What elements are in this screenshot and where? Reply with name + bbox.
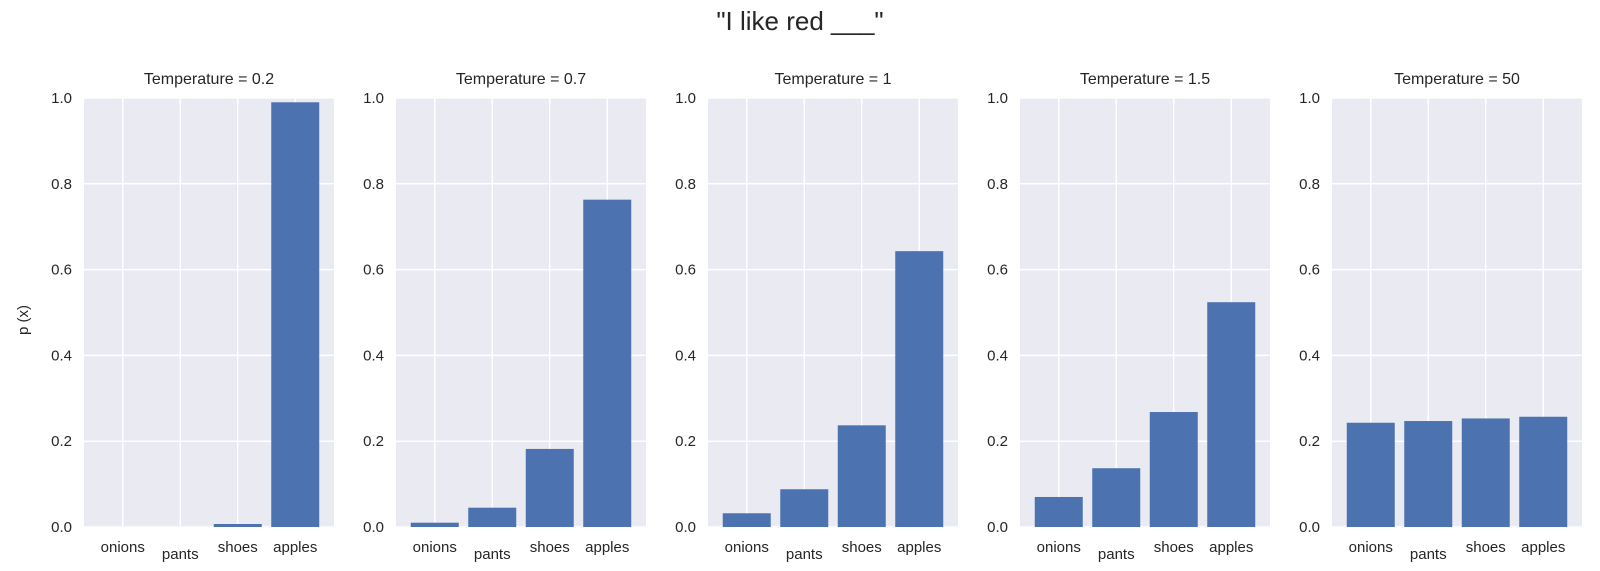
bar-onions bbox=[722, 513, 771, 527]
x-tick-label: onions bbox=[725, 539, 769, 556]
bar-shoes bbox=[525, 448, 574, 527]
x-tick-label: onions bbox=[101, 539, 145, 556]
y-tick-label: 0.8 bbox=[987, 176, 1008, 193]
x-tick-label: shoes bbox=[218, 539, 258, 556]
panel-title: Temperature = 0.2 bbox=[144, 71, 274, 88]
panel-title: Temperature = 1 bbox=[775, 71, 892, 88]
y-tick-label: 0.6 bbox=[363, 262, 384, 279]
bar-shoes bbox=[1149, 412, 1198, 527]
y-tick-label: 0.4 bbox=[363, 347, 384, 364]
y-tick-label: 0.8 bbox=[51, 176, 72, 193]
bar-onions bbox=[1034, 496, 1083, 527]
y-tick-label: 0.4 bbox=[51, 347, 72, 364]
bar-onions bbox=[1346, 422, 1395, 527]
y-tick-label: 0.0 bbox=[51, 519, 72, 536]
x-tick-label: shoes bbox=[530, 539, 570, 556]
y-tick-label: 0.2 bbox=[363, 433, 384, 450]
bar-shoes bbox=[837, 425, 886, 527]
x-tick-label: pants bbox=[474, 546, 511, 563]
y-tick-label: 0.6 bbox=[51, 262, 72, 279]
figure-title: "I like red ___" bbox=[716, 6, 884, 36]
x-tick-label: shoes bbox=[1466, 539, 1506, 556]
bar-apples bbox=[271, 102, 320, 527]
y-tick-label: 0.0 bbox=[363, 519, 384, 536]
bar-onions bbox=[410, 522, 459, 527]
bar-shoes bbox=[1461, 418, 1510, 527]
x-tick-label: apples bbox=[273, 539, 317, 556]
y-tick-label: 0.4 bbox=[987, 347, 1008, 364]
x-tick-label: apples bbox=[897, 539, 941, 556]
y-tick-label: 0.0 bbox=[987, 519, 1008, 536]
y-tick-label: 1.0 bbox=[51, 90, 72, 107]
y-tick-label: 0.8 bbox=[1299, 176, 1320, 193]
x-tick-label: apples bbox=[1209, 539, 1253, 556]
bar-apples bbox=[1207, 302, 1256, 527]
y-tick-label: 0.0 bbox=[675, 519, 696, 536]
chart-panel: 0.0 0.2 0.4 0.6 0.8 1.0 onions pants shoes apples… bbox=[987, 71, 1270, 563]
x-tick-label: shoes bbox=[842, 539, 882, 556]
x-tick-label: shoes bbox=[1154, 539, 1194, 556]
x-tick-label: pants bbox=[1098, 546, 1135, 563]
y-tick-label: 1.0 bbox=[675, 90, 696, 107]
y-tick-label: 0.2 bbox=[675, 433, 696, 450]
x-tick-label: pants bbox=[162, 546, 199, 563]
y-tick-label: 1.0 bbox=[987, 90, 1008, 107]
chart-panel: 0.0 0.2 0.4 0.6 0.8 1.0 onions pants shoes apples… bbox=[1299, 71, 1582, 563]
bar-shoes bbox=[213, 523, 262, 527]
panel-title: Temperature = 1.5 bbox=[1080, 71, 1210, 88]
y-tick-label: 0.0 bbox=[1299, 519, 1320, 536]
x-tick-label: onions bbox=[1349, 539, 1393, 556]
y-tick-label: 0.2 bbox=[1299, 433, 1320, 450]
bar-pants bbox=[780, 489, 829, 527]
y-tick-label: 0.4 bbox=[675, 347, 696, 364]
x-tick-label: pants bbox=[1410, 546, 1447, 563]
panel-title: Temperature = 50 bbox=[1394, 71, 1520, 88]
y-axis-label: p (x) bbox=[15, 305, 32, 335]
y-tick-label: 1.0 bbox=[1299, 90, 1320, 107]
y-tick-label: 1.0 bbox=[363, 90, 384, 107]
panel-title: Temperature = 0.7 bbox=[456, 71, 586, 88]
bar-apples bbox=[583, 199, 632, 527]
bar-pants bbox=[468, 507, 517, 527]
x-tick-label: apples bbox=[1521, 539, 1565, 556]
bar-pants bbox=[1404, 421, 1453, 527]
y-tick-label: 0.4 bbox=[1299, 347, 1320, 364]
chart-panel: 0.0 0.2 0.4 0.6 0.8 1.0 onions pants shoes apples… bbox=[363, 71, 646, 563]
bar-pants bbox=[1092, 468, 1141, 527]
x-tick-label: onions bbox=[413, 539, 457, 556]
bar-apples bbox=[895, 251, 944, 527]
chart-panel: 0.0 0.2 0.4 0.6 0.8 1.0 onions pants shoes apples… bbox=[675, 71, 958, 563]
chart-panel: 0.0 0.2 0.4 0.6 0.8 1.0 onions pants shoes apples… bbox=[51, 71, 334, 563]
y-tick-label: 0.6 bbox=[675, 262, 696, 279]
y-tick-label: 0.6 bbox=[987, 262, 1008, 279]
y-tick-label: 0.2 bbox=[987, 433, 1008, 450]
x-tick-label: apples bbox=[585, 539, 629, 556]
y-tick-label: 0.2 bbox=[51, 433, 72, 450]
y-tick-label: 0.6 bbox=[1299, 262, 1320, 279]
y-tick-label: 0.8 bbox=[675, 176, 696, 193]
x-tick-label: pants bbox=[786, 546, 823, 563]
y-tick-label: 0.8 bbox=[363, 176, 384, 193]
x-tick-label: onions bbox=[1037, 539, 1081, 556]
bar-apples bbox=[1519, 416, 1568, 527]
